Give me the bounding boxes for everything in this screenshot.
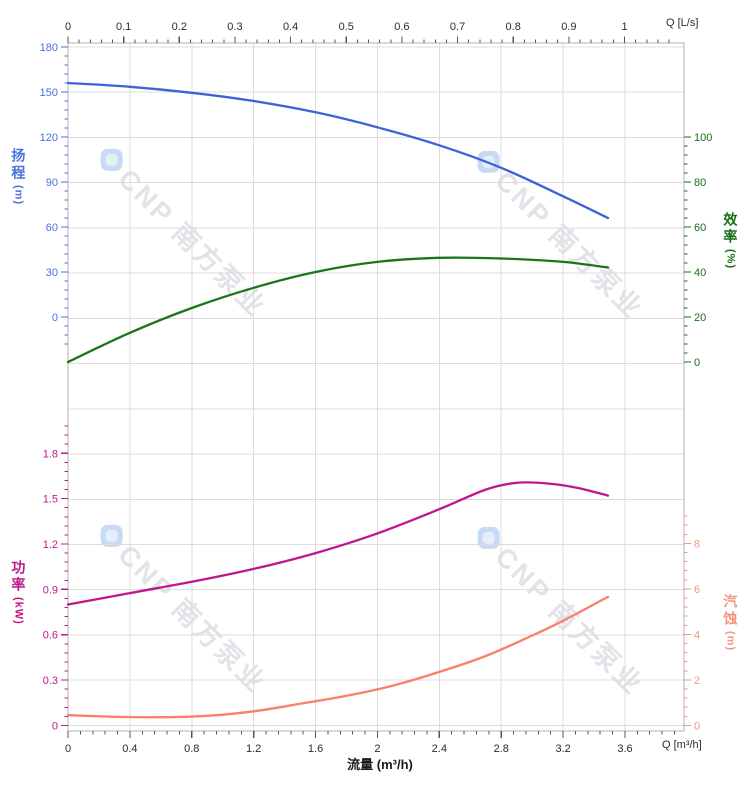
efficiency-axis-name: 效率	[722, 212, 739, 246]
top-axis-tick-label: 0.5	[339, 21, 354, 33]
bottom-axis-tick-label: 0.4	[122, 743, 137, 755]
head-tick-label: 30	[46, 267, 58, 279]
efficiency-tick-label: 40	[694, 267, 706, 279]
power-tick-label: 0.3	[43, 675, 58, 687]
npsh-tick-label: 8	[694, 538, 700, 550]
bottom-axis-tick-label: 0.8	[184, 743, 199, 755]
power-tick-label: 1.5	[43, 494, 58, 506]
power-tick-label: 0.6	[43, 630, 58, 642]
bottom-axis-tick-label: 1.6	[308, 743, 323, 755]
head-axis-name: 扬程	[10, 148, 27, 182]
bottom-axis-tick-label: 0	[65, 743, 71, 755]
efficiency-tick-label: 80	[694, 177, 706, 189]
head-tick-label: 90	[46, 177, 58, 189]
bottom-axis-tick-label: 2.8	[494, 743, 509, 755]
head-tick-label: 60	[46, 222, 58, 234]
top-axis-tick-label: 0.2	[172, 21, 187, 33]
power-tick-label: 0	[52, 720, 58, 732]
bottom-axis-tick-label: 1.2	[246, 743, 261, 755]
efficiency-tick-label: 20	[694, 312, 706, 324]
head-tick-label: 180	[40, 42, 58, 54]
bottom-axis-tick-label: 3.2	[555, 743, 570, 755]
top-axis-tick-label: 0.4	[283, 21, 298, 33]
top-axis-tick-label: 0.1	[116, 21, 131, 33]
npsh-tick-label: 0	[694, 720, 700, 732]
top-axis-unit-label: Q [L/s]	[666, 17, 699, 29]
efficiency-axis-unit: (%)	[724, 249, 737, 270]
power-tick-label: 1.8	[43, 448, 58, 460]
efficiency-tick-label: 0	[694, 357, 700, 369]
head-tick-label: 120	[40, 132, 58, 144]
npsh-tick-label: 4	[694, 629, 700, 641]
npsh-axis-name: 汽蚀	[722, 594, 739, 628]
bottom-axis-tick-label: 2	[374, 743, 380, 755]
power-axis-name: 功率	[10, 560, 27, 594]
head-axis-unit: (m)	[12, 185, 25, 206]
top-axis-tick-label: 0.9	[561, 21, 576, 33]
power-tick-label: 1.2	[43, 539, 58, 551]
top-axis-tick-label: 0	[65, 21, 71, 33]
head-axis-title: 扬程 (m)	[10, 148, 27, 206]
efficiency-tick-label: 100	[694, 132, 712, 144]
top-axis-tick-label: 0.6	[394, 21, 409, 33]
x-axis-title: 流量 (m³/h)	[347, 757, 413, 772]
plot-frame	[67, 42, 685, 732]
npsh-axis-title: 汽蚀 (m)	[722, 594, 739, 652]
bottom-axis-unit-label: Q [m³/h]	[662, 739, 702, 751]
bottom-axis-tick-label: 2.4	[432, 743, 447, 755]
efficiency-tick-label: 60	[694, 222, 706, 234]
efficiency-curve	[66, 256, 610, 364]
head-curve	[66, 81, 610, 220]
npsh-axis-unit: (m)	[724, 631, 737, 652]
top-axis-tick-label: 0.3	[227, 21, 242, 33]
power-axis-unit: (kW)	[12, 597, 25, 625]
npsh-tick-label: 6	[694, 584, 700, 596]
top-axis-tick-label: 0.7	[450, 21, 465, 33]
bottom-axis-tick-label: 3.6	[617, 743, 632, 755]
npsh-tick-label: 2	[694, 675, 700, 687]
power-tick-label: 0.9	[43, 584, 58, 596]
head-tick-label: 150	[40, 87, 58, 99]
top-axis-tick-label: 1	[621, 21, 627, 33]
top-axis-tick-label: 0.8	[506, 21, 521, 33]
npsh-curve	[66, 595, 610, 719]
head-tick-label: 0	[52, 312, 58, 324]
power-curve	[66, 481, 610, 606]
efficiency-axis-title: 效率 (%)	[722, 212, 739, 270]
power-axis-title: 功率 (kW)	[10, 560, 27, 625]
